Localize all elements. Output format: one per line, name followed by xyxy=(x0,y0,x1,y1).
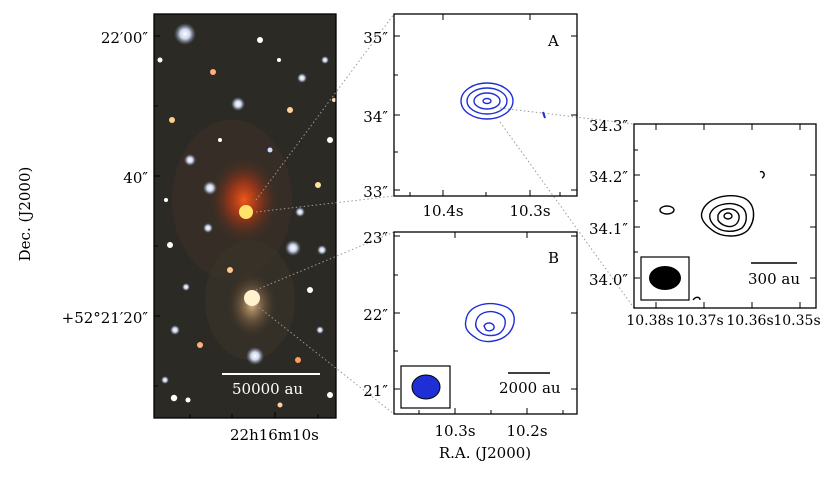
panel-c-ra-1036: 10.36s xyxy=(726,313,773,329)
optical-ticks xyxy=(154,35,319,418)
panel-b-contours xyxy=(464,302,515,343)
dec-label-22-00: 22′00″ xyxy=(101,29,149,47)
optical-image xyxy=(154,14,336,418)
dec-axis-title: Dec. (J2000) xyxy=(16,167,34,262)
panel-a-ra-103: 10.3s xyxy=(509,202,550,220)
ra-axis-title: R.A. (J2000) xyxy=(439,444,531,462)
panel-c-contours xyxy=(659,170,765,301)
panel-a-letter: A xyxy=(547,32,559,50)
panel-b-ticks xyxy=(394,232,577,414)
panel-c-beam-box xyxy=(640,256,690,301)
panel-b-letter: B xyxy=(548,249,559,267)
dec-label-21-20: +52°21′20″ xyxy=(62,309,149,327)
panel-c-ra-1037: 10.37s xyxy=(676,313,723,329)
scalebar-2000-label: 2000 au xyxy=(499,379,561,397)
panel-c-dec-342: 34.2″ xyxy=(589,168,628,186)
field-stars xyxy=(157,23,336,408)
scalebar-50000-label: 50000 au xyxy=(232,380,303,398)
panel-c-ra-1035: 10.35s xyxy=(773,313,820,329)
panel-b-dec-23: 23″ xyxy=(363,229,388,247)
panel-b-dec-22: 22″ xyxy=(363,306,388,324)
panel-c-ticks xyxy=(634,123,816,308)
red-nebula xyxy=(210,158,278,242)
dec-label-40: 40″ xyxy=(123,169,148,187)
panel-c-dec-343: 34.3″ xyxy=(589,117,628,135)
panel-a-dec-33: 33″ xyxy=(363,183,388,201)
panel-a: A 35″ 34″ 33″ 10.4s 10.3s xyxy=(363,13,578,220)
panel-b-beam-box xyxy=(400,365,451,409)
zoom-guide-lines xyxy=(255,13,635,415)
panel-c-dec-340: 34.0″ xyxy=(589,271,628,289)
panel-c-dec-341: 34.1″ xyxy=(589,220,628,238)
panel-a-contours xyxy=(460,82,546,120)
ra-label-left: 22h16m10s xyxy=(230,426,319,444)
panel-b: 2000 au B 23″ 22″ 21″ 10.3s 10.2s R.A. (… xyxy=(363,229,578,462)
panel-c: 300 au 34.3″ 34.2″ 34.1″ 34.0″ 10.38s 10… xyxy=(589,117,821,329)
yellow-core xyxy=(239,205,253,219)
beam-dot xyxy=(170,394,178,402)
panel-a-ra-104: 10.4s xyxy=(422,202,463,220)
panel-a-dec-34: 34″ xyxy=(363,108,388,126)
optical-frame xyxy=(153,13,337,419)
panel-a-dec-35: 35″ xyxy=(363,29,388,47)
panel-b-ra-103: 10.3s xyxy=(434,422,475,440)
panel-c-ra-1038: 10.38s xyxy=(626,313,673,329)
panel-b-dec-21: 21″ xyxy=(363,382,388,400)
scalebar-300-label: 300 au xyxy=(748,270,800,288)
panel-b-ra-102: 10.2s xyxy=(506,422,547,440)
panel-a-ticks xyxy=(394,14,577,196)
